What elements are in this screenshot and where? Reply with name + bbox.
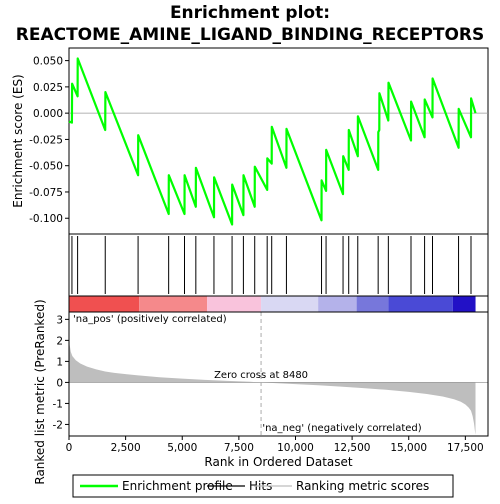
rank-color-segment [388, 296, 453, 312]
x-tick-label: 2,500 [111, 442, 141, 454]
es-y-tick-label: -0.025 [29, 134, 63, 146]
rank-color-segment [207, 296, 262, 312]
chart-title-line1: Enrichment plot: [170, 3, 330, 23]
hits-frame [68, 233, 489, 297]
es-y-axis-label: Enrichment score (ES) [11, 74, 25, 207]
x-axis-label: Rank in Ordered Dataset [204, 455, 352, 469]
metric-y-tick-label: 2 [56, 335, 63, 347]
es-panel: 0.050 0.025 0.000 -0.025 -0.050 -0.075 -0.100 E… [11, 47, 489, 235]
x-tick-label: 0 [66, 442, 73, 454]
metric-y-tick-label: 1 [56, 356, 63, 368]
x-tick-label: 5,000 [167, 442, 197, 454]
rank-color-segment [356, 296, 389, 312]
es-y-tick-label: -0.100 [29, 213, 63, 225]
es-y-tick-label: 0.025 [33, 82, 63, 94]
es-y-tick-label: 0.050 [33, 56, 63, 68]
neg-correlated-label: 'na_neg' (negatively correlated) [262, 423, 421, 434]
hits-panel [68, 233, 489, 297]
es-y-tick-label: -0.075 [29, 187, 63, 199]
x-tick-label: 15,000 [390, 442, 427, 454]
pos-correlated-label: 'na_pos' (positively correlated) [73, 314, 227, 325]
x-tick-label: 7,500 [224, 442, 254, 454]
metric-y-tick-label: 0 [56, 377, 63, 389]
legend-label: Ranking metric scores [296, 479, 429, 493]
rank-color-segment [139, 296, 208, 312]
metric-y-tick-label: -2 [53, 419, 63, 431]
es-y-tick-label: -0.050 [29, 161, 63, 173]
x-tick-label: 10,000 [277, 442, 314, 454]
rank-color-bar [68, 295, 489, 313]
es-frame [68, 47, 489, 235]
legend: Enrichment profile Hits Ranking metric sco… [72, 474, 454, 498]
legend-label: Enrichment profile [122, 479, 233, 493]
es-y-tick-label: 0.000 [33, 108, 63, 120]
rank-color-segment [261, 296, 319, 312]
chart-title-line2: REACTOME_AMINE_LIGAND_BINDING_RECEPTORS [16, 25, 485, 45]
enrichment-profile-line [68, 57, 477, 226]
x-tick-label: 17,500 [447, 442, 484, 454]
zero-cross-label: Zero cross at 8480 [214, 370, 308, 381]
metric-y-axis-label: Ranked list metric (PreRanked) [33, 299, 47, 484]
metric-frame [68, 311, 489, 437]
rank-color-segment [69, 296, 140, 312]
rank-color-segment [452, 296, 476, 312]
metric-y-tick-label: -1 [53, 398, 63, 410]
x-tick-label: 12,500 [334, 442, 371, 454]
metric-y-tick-label: 3 [56, 314, 63, 326]
rank-color-segment [318, 296, 357, 312]
